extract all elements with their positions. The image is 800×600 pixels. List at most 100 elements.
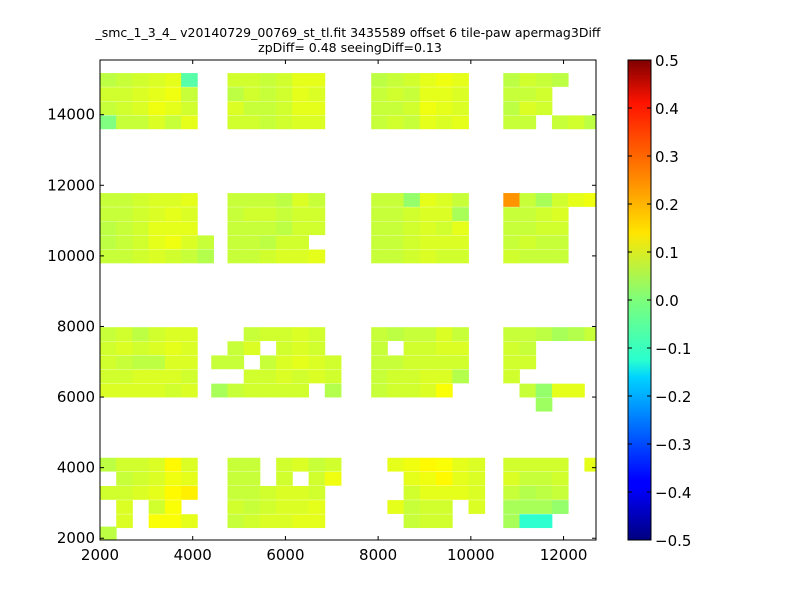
heatmap-cell: [181, 193, 198, 207]
heatmap-cell: [259, 514, 277, 529]
heatmap-cell: [387, 221, 405, 236]
heatmap-cell: [292, 207, 309, 221]
heatmap-cell: [519, 500, 537, 514]
heatmap-cell: [387, 193, 405, 207]
heatmap-cell: [100, 235, 117, 250]
heatmap-cell: [181, 369, 198, 384]
heatmap-cell: [324, 471, 342, 486]
heatmap-cell: [436, 500, 453, 514]
heatmap-cell: [436, 383, 453, 398]
plot-area: 2000 4000 6000 8000 10000 12000 2000 4000 6000 8…: [47, 59, 597, 564]
heatmap-cell: [148, 327, 166, 341]
heatmap-cell: [387, 87, 405, 101]
heatmap-cell: [436, 101, 453, 116]
y-tick-label: 4000: [57, 459, 95, 477]
heatmap-cell: [503, 471, 520, 486]
heatmap-cell: [436, 249, 453, 264]
heatmap-cell: [308, 514, 326, 529]
heatmap-cell: [243, 221, 261, 236]
heatmap-cell: [148, 235, 166, 250]
heatmap-cell: [100, 327, 117, 341]
heatmap-cell: [148, 101, 166, 116]
heatmap-cell: [519, 383, 537, 398]
heatmap-cell: [551, 221, 569, 236]
heatmap-cell: [292, 355, 309, 370]
heatmap-cell: [419, 383, 437, 398]
heatmap-cell: [164, 101, 182, 116]
heatmap-cell: [116, 207, 133, 221]
heatmap-cell: [132, 471, 150, 486]
heatmap-cell: [324, 457, 342, 472]
heatmap-cell: [371, 193, 388, 207]
heatmap-cell: [403, 500, 421, 514]
heatmap-cell: [181, 207, 198, 221]
heatmap-cell: [308, 471, 326, 486]
heatmap-cell: [419, 221, 437, 236]
heatmap-cell: [452, 115, 469, 130]
heatmap-cell: [243, 514, 261, 529]
heatmap-cell: [181, 87, 198, 101]
heatmap-cell: [276, 73, 293, 87]
heatmap-cell: [276, 500, 293, 514]
heatmap-cell: [116, 235, 133, 250]
heatmap-cell: [371, 235, 388, 250]
heatmap-cell: [259, 249, 277, 264]
heatmap-cell: [164, 115, 182, 130]
heatmap-cell: [308, 355, 326, 370]
heatmap-cell: [132, 207, 150, 221]
heatmap-cell: [535, 87, 553, 101]
heatmap-cell: [132, 87, 150, 101]
heatmap-cell: [503, 235, 520, 250]
heatmap-cell: [227, 457, 245, 472]
heatmap-cell: [292, 486, 309, 500]
heatmap-cell: [243, 341, 261, 356]
heatmap-cell: [387, 500, 405, 514]
heatmap-cell: [535, 471, 553, 486]
heatmap-cell: [436, 341, 453, 356]
heatmap-cell: [132, 486, 150, 500]
heatmap-cell: [519, 486, 537, 500]
heatmap-cell: [227, 115, 245, 130]
heatmap-cell: [371, 73, 388, 87]
heatmap-cell: [164, 235, 182, 250]
heatmap-cell: [371, 207, 388, 221]
heatmap-cell: [100, 101, 117, 116]
heatmap-cell: [308, 207, 326, 221]
heatmap-cell: [276, 486, 293, 500]
heatmap-cell: [276, 115, 293, 130]
heatmap-cell: [243, 486, 261, 500]
heatmap-cell: [276, 471, 293, 486]
heatmap-cell: [452, 341, 469, 356]
heatmap-cell: [387, 115, 405, 130]
heatmap-cell: [132, 341, 150, 356]
heatmap-cell: [243, 73, 261, 87]
heatmap-cell: [371, 383, 388, 398]
heatmap-cell: [243, 500, 261, 514]
heatmap-cell: [132, 457, 150, 472]
heatmap-cell: [164, 87, 182, 101]
y-axis: 2000 4000 6000 8000 10000 12000 14000: [47, 106, 596, 547]
heatmap-cell: [164, 457, 182, 472]
heatmap-cell: [276, 87, 293, 101]
heatmap-cell: [387, 73, 405, 87]
heatmap-cell: [164, 327, 182, 341]
heatmap-cell: [100, 221, 117, 236]
heatmap-cell: [452, 369, 469, 384]
y-tick-label: 10000: [47, 247, 95, 265]
x-tick-label: 10000: [447, 546, 495, 564]
heatmap-cell: [243, 115, 261, 130]
heatmap-cell: [387, 207, 405, 221]
heatmap-cell: [503, 115, 520, 130]
heatmap-cell: [116, 355, 133, 370]
heatmap-cell: [503, 193, 520, 207]
heatmap-cell: [292, 101, 309, 116]
heatmap-cell: [436, 73, 453, 87]
heatmap-cell: [551, 235, 569, 250]
heatmap-cell: [132, 249, 150, 264]
heatmap-cell: [535, 327, 553, 341]
heatmap-cell: [419, 193, 437, 207]
heatmap-cell: [100, 115, 117, 130]
heatmap-cell: [535, 383, 553, 398]
heatmap-cell: [259, 87, 277, 101]
heatmap-cell: [100, 355, 117, 370]
